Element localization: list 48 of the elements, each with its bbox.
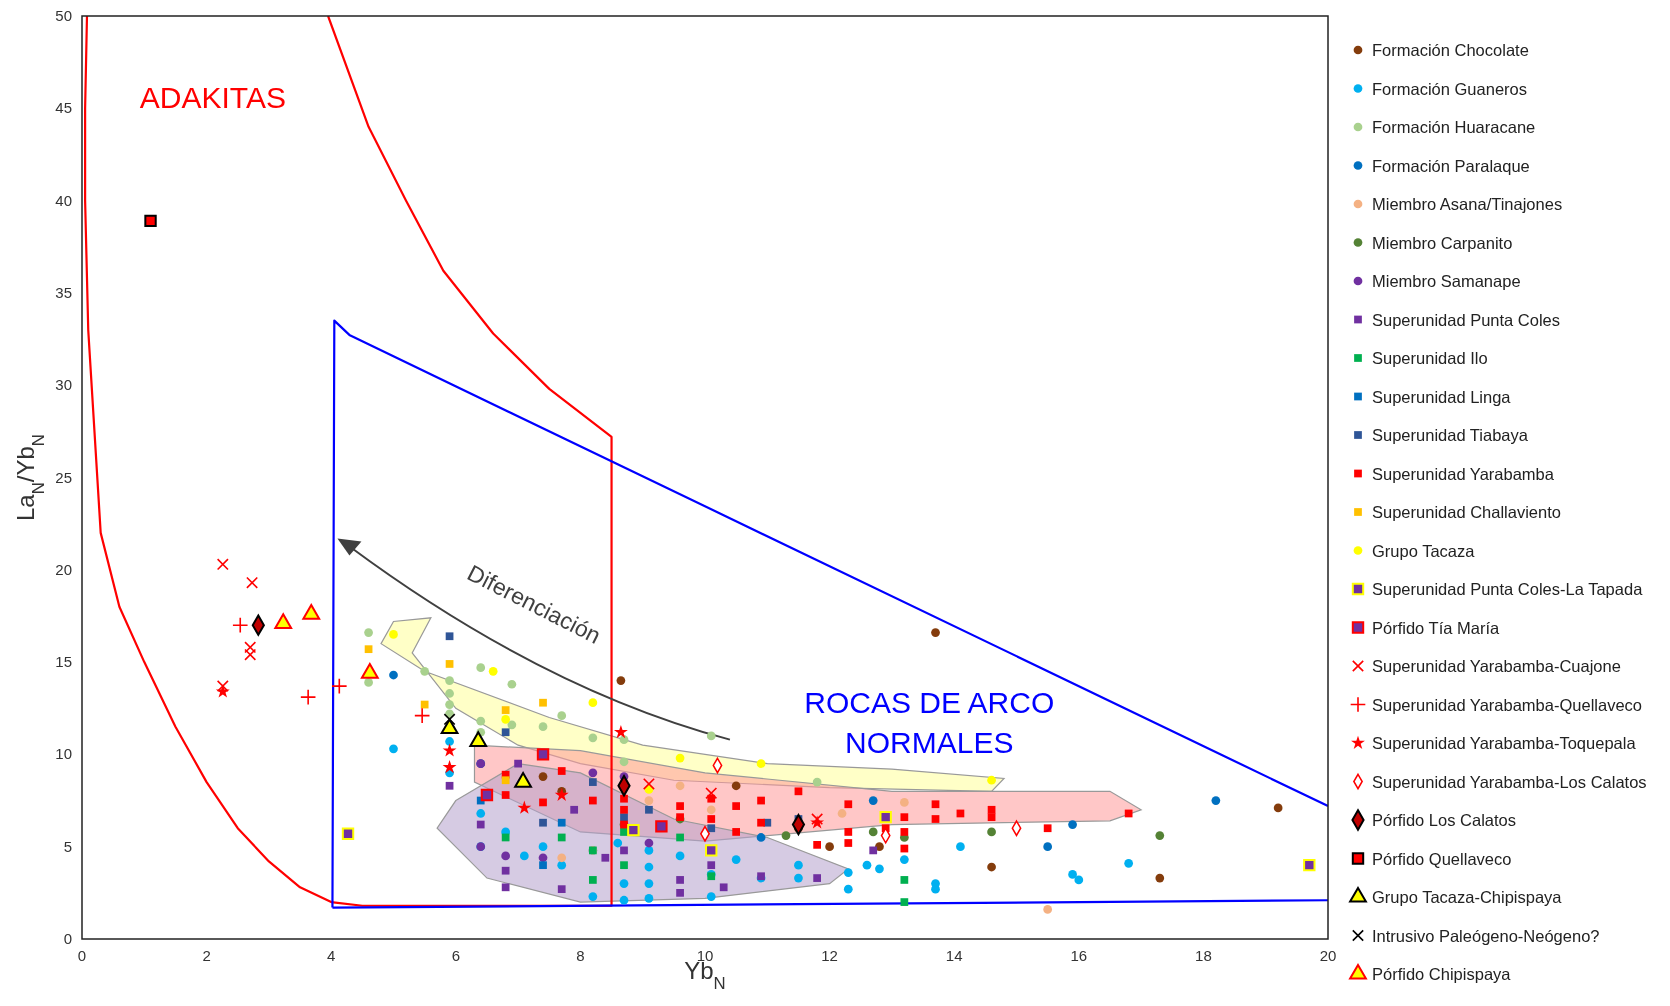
legend-label: Superunidad Yarabamba-Cuajone [1372,657,1621,675]
legend-label: Superunidad Punta Coles-La Tapada [1372,580,1644,598]
x-tick-label: 0 [77,947,87,964]
y-tick-label: 40 [55,191,72,209]
legend-label: Superunidad Challaviento [1372,503,1561,521]
legend-label: Formación Chocolate [1372,41,1529,59]
legend-label: Formación Huaracane [1372,118,1536,136]
legend-label: Grupo Tacaza-Chipispaya [1372,888,1563,906]
annotation: ADAKITAS [139,81,286,115]
y-tick-label: 45 [55,99,72,117]
y-tick-label: 30 [55,376,72,394]
legend-label: Pórfido Quellaveco [1372,849,1512,868]
legend-label: Miembro Samanape [1372,272,1521,290]
legend-label: Superunidad Linga [1372,387,1512,406]
x-tick-label: 18 [1195,947,1212,964]
x-tick-label: 8 [576,947,585,964]
legend-label: Superunidad Ilo [1372,349,1488,367]
x-tick-label: 12 [821,947,838,964]
legend-label: Formación Guaneros [1372,79,1527,98]
legend-label: Pórfido Los Calatos [1372,811,1516,829]
legend-label: Miembro Carpanito [1372,233,1513,252]
y-tick-label: 5 [63,837,72,855]
y-tick-label: 50 [55,7,72,24]
y-tick-label: 10 [55,745,72,763]
legend-label: Superunidad Yarabamba [1372,464,1555,483]
legend-label: Superunidad Punta Coles [1372,310,1561,329]
y-tick-label: 0 [63,930,72,947]
y-tick-label: 20 [55,560,72,578]
legend-label: Superunidad Yarabamba-Toquepala [1372,734,1637,752]
legend-label: Superunidad Yarabamba-Quellaveco [1372,695,1642,714]
legend-label: Pórfido Tía María [1372,618,1500,637]
legend-label: Pórfido Chipispaya [1372,965,1512,983]
x-tick-label: 16 [1070,947,1088,964]
legend-label: Miembro Asana/Tinajones [1372,195,1563,213]
legend-label: Superunidad Tiabaya [1372,426,1529,444]
annotation: ROCAS DE ARCO NORMALES [804,685,1055,760]
x-tick-label: 14 [945,947,963,964]
y-tick-label: 35 [55,283,72,301]
y-tick-label: 25 [55,468,72,486]
x-tick-label: 20 [1319,947,1337,964]
legend-label: Formación Paralaque [1372,156,1530,175]
y-tick-label: 15 [55,653,72,671]
legend-label: Superunidad Yarabamba-Los Calatos [1372,772,1647,791]
x-tick-label: 4 [327,947,336,964]
legend-label: Grupo Tacaza [1372,541,1476,560]
x-tick-label: 2 [202,947,211,964]
legend-label: Intrusivo Paleógeno-Neógeno? [1372,926,1600,945]
x-tick-label: 6 [451,947,460,964]
